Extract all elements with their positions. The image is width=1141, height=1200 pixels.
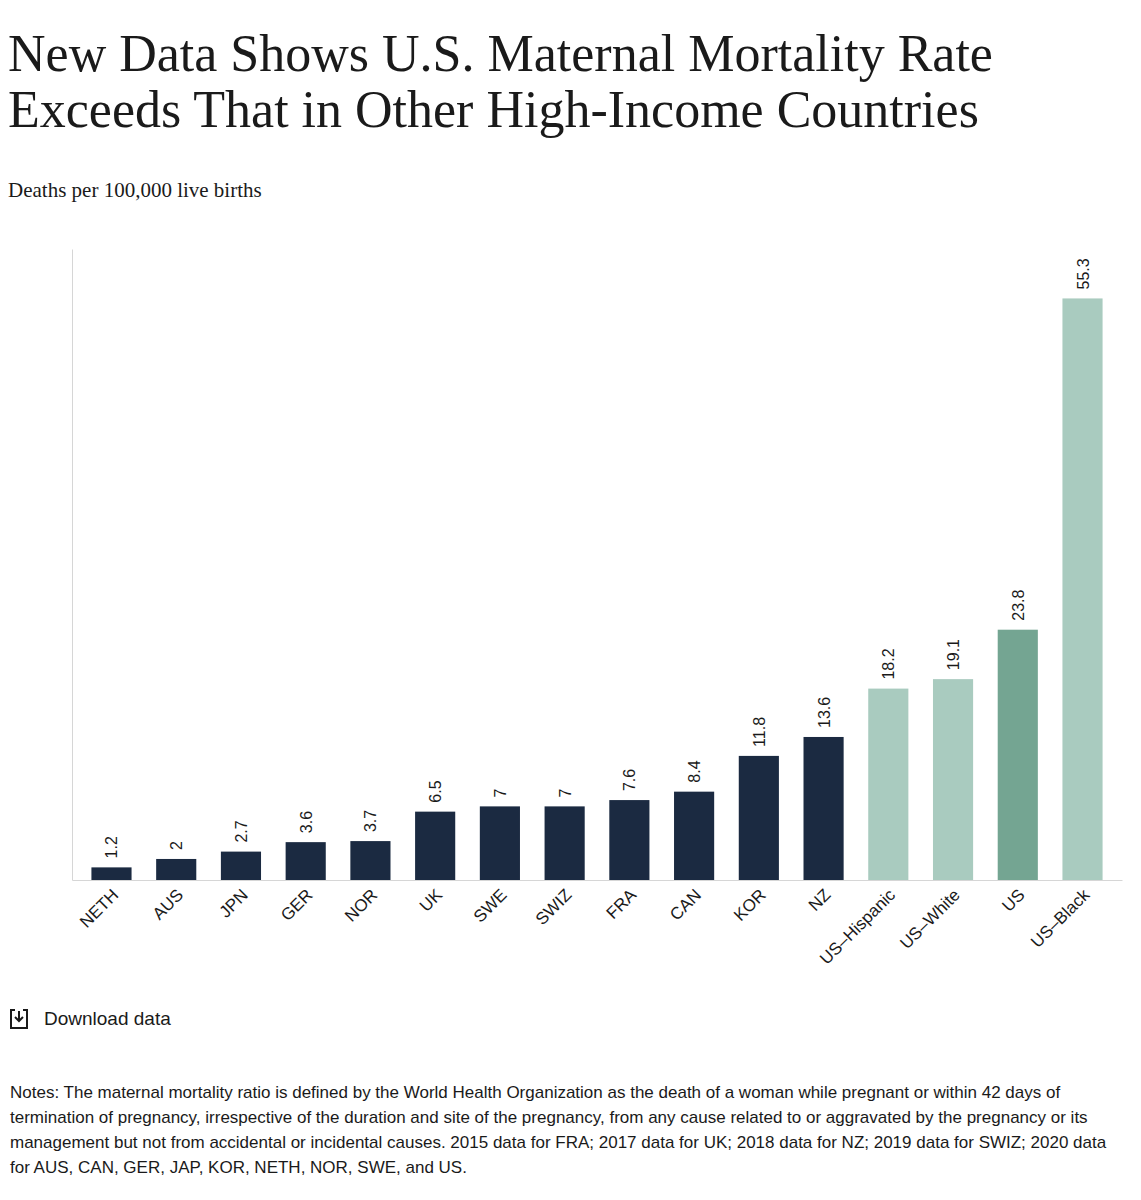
x-tick: NETH [76, 880, 122, 932]
bar [739, 756, 779, 880]
x-axis: NETH AUS JPN GER NOR UK SWE SWIZ FRA CAN KOR NZUS–H… [73, 880, 1123, 968]
bar [933, 679, 973, 880]
x-tick: US–White [896, 880, 964, 953]
icon-frame [11, 1010, 27, 1028]
data-label: 55.3 [1075, 258, 1092, 289]
data-label: 6.5 [427, 780, 444, 802]
bars [91, 298, 1102, 880]
bar [674, 792, 714, 880]
x-tick: FRA [603, 880, 641, 923]
download-icon [8, 1008, 30, 1030]
title: New Data Shows U.S. Maternal Mortality R… [8, 26, 1068, 138]
x-tick: US [998, 880, 1028, 916]
bar [221, 852, 261, 880]
x-tick: JPN [216, 880, 252, 922]
x-tick-label: FRA [603, 885, 641, 923]
x-tick: GER [277, 880, 316, 925]
x-tick-label: NZ [805, 885, 834, 914]
x-tick-label: US [998, 885, 1028, 915]
y-axis [72, 250, 73, 881]
notes: Notes: The maternal mortality ratio is d… [10, 1080, 1125, 1180]
data-label: 3.6 [298, 811, 315, 833]
x-axis-line [73, 880, 1123, 881]
data-label: 3.7 [362, 810, 379, 832]
x-tick-label: NETH [76, 885, 122, 931]
x-tick: US–Hispanic [816, 880, 899, 968]
data-label: 19.1 [945, 639, 962, 670]
x-tick: NOR [341, 880, 381, 926]
data-label: 23.8 [1010, 589, 1027, 620]
bar [286, 842, 326, 880]
x-tick-label: GER [277, 885, 316, 924]
data-label: 2 [168, 841, 185, 850]
x-tick: CAN [666, 880, 705, 924]
x-tick-label: UK [416, 885, 447, 916]
bar [480, 806, 520, 880]
bar [350, 841, 390, 880]
x-tick-label: CAN [666, 885, 705, 924]
icon-arrow [15, 1011, 23, 1021]
data-labels: 1.2 2 2.7 3.6 3.7 6.5 7 7 7.6 8.4 11.8 13.6 18.2 19.1… [103, 258, 1091, 858]
bar [91, 867, 131, 880]
x-tick-label: SWE [470, 885, 511, 926]
data-label: 2.7 [233, 820, 250, 842]
x-tick: US–Black [1027, 880, 1094, 952]
data-label: 7 [557, 788, 574, 797]
x-tick-label: AUS [149, 885, 187, 923]
x-tick: SWE [470, 880, 511, 926]
download[interactable]: Download data [8, 1008, 171, 1030]
bar [156, 859, 196, 880]
x-tick: KOR [730, 880, 769, 925]
x-tick-label: US–Hispanic [816, 885, 899, 968]
x-tick-label: JPN [216, 885, 252, 921]
data-label: 1.2 [103, 836, 120, 858]
x-tick-label: US–Black [1027, 885, 1094, 952]
subtitle: Deaths per 100,000 live births [8, 178, 262, 203]
bar [868, 689, 908, 880]
data-label: 11.8 [751, 717, 768, 747]
x-tick: NZ [805, 880, 834, 915]
data-label: 13.6 [816, 697, 833, 728]
data-label: 18.2 [880, 648, 897, 679]
data-label: 7.6 [621, 769, 638, 791]
x-tick: UK [416, 880, 447, 916]
bar [545, 806, 585, 880]
x-tick-label: SWIZ [532, 885, 575, 928]
bar [804, 737, 844, 880]
data-label: 8.4 [686, 760, 703, 782]
x-tick-label: NOR [341, 885, 381, 925]
bar [609, 800, 649, 880]
chart: NETH AUS JPN GER NOR UK SWE SWIZ FRA CAN KOR NZUS–H… [0, 0, 1141, 1000]
bar [1062, 298, 1102, 880]
x-tick-label: US–White [896, 885, 964, 953]
x-tick-label: KOR [730, 885, 769, 924]
y-axis-line [72, 250, 73, 881]
bar [415, 812, 455, 880]
x-tick: SWIZ [532, 880, 575, 929]
data-label: 7 [492, 788, 509, 797]
bar [998, 630, 1038, 880]
x-tick: AUS [149, 880, 187, 924]
download-label[interactable]: Download data [44, 1008, 171, 1030]
